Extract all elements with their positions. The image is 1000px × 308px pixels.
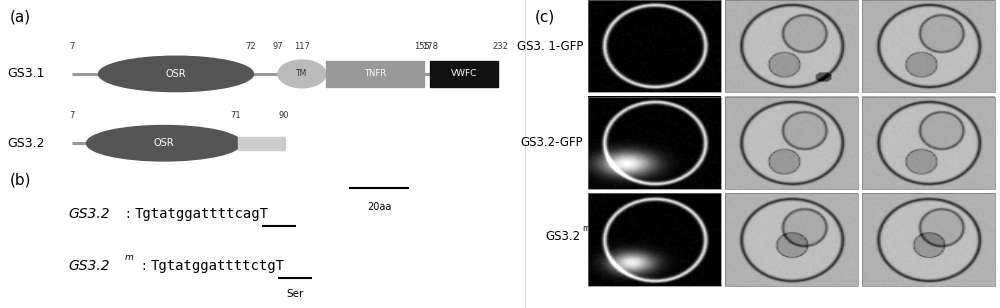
Ellipse shape [87,126,242,161]
Text: GS3.1: GS3.1 [8,67,45,80]
Text: VWFC: VWFC [451,69,477,79]
Text: GS3.2-GFP: GS3.2-GFP [520,136,583,149]
Bar [862,97,995,189]
Text: 7: 7 [69,111,75,120]
Text: 20aa: 20aa [367,202,391,212]
Text: 7: 7 [69,42,75,51]
Text: GS3. 1-GFP: GS3. 1-GFP [517,40,583,53]
Bar [725,193,858,286]
Text: GS3.2: GS3.2 [546,230,581,243]
Text: Ser: Ser [286,289,303,298]
Text: OSR: OSR [166,69,186,79]
FancyBboxPatch shape [238,137,285,150]
Bar [725,97,858,189]
Text: 155: 155 [414,42,430,51]
Text: :: : [141,259,146,274]
FancyBboxPatch shape [326,61,424,87]
Bar [862,193,995,286]
Text: 178: 178 [422,42,438,51]
Bar [588,193,721,286]
Text: 72: 72 [246,42,256,51]
Text: 117: 117 [294,42,310,51]
Text: TgtatggattttcagT: TgtatggattttcagT [135,207,269,221]
Text: m: m [582,224,589,233]
Bar [588,97,721,189]
Text: :: : [125,207,130,221]
Text: 232: 232 [492,42,508,51]
Text: TNFR: TNFR [364,69,386,79]
Text: (b): (b) [10,172,32,188]
Text: TM: TM [296,69,308,79]
Text: GS3.2: GS3.2 [8,137,45,150]
Text: 90: 90 [279,111,289,120]
Text: m: m [125,253,134,262]
Text: 97: 97 [273,42,283,51]
Text: OSR: OSR [154,138,174,148]
Text: (c): (c) [535,9,555,24]
Ellipse shape [278,60,326,88]
FancyBboxPatch shape [430,61,498,87]
Bar [862,0,995,92]
Text: GS3.2: GS3.2 [68,207,110,221]
Text: (a): (a) [10,9,31,24]
Text: 71: 71 [231,111,241,120]
Bar [725,0,858,92]
Text: GS3.2: GS3.2 [68,259,110,274]
Text: -GFP: -GFP [603,230,631,243]
Bar [588,0,721,92]
Text: TgtatggattttctgT: TgtatggattttctgT [151,259,285,274]
Ellipse shape [98,56,254,92]
